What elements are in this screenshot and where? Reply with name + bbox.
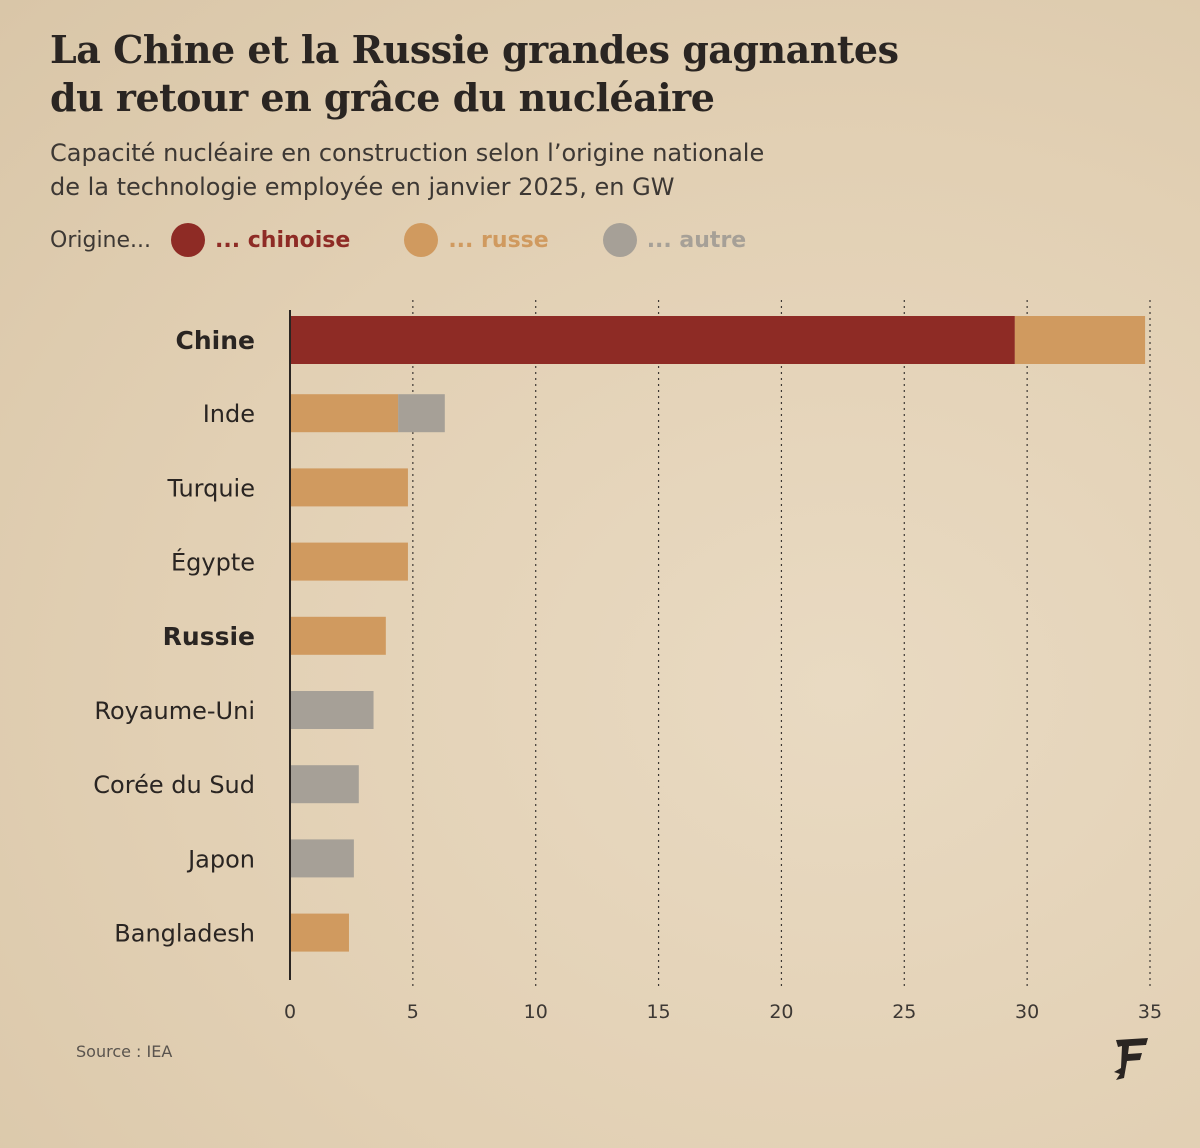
category-label: Égypte (171, 548, 255, 577)
category-label: Royaume-Uni (94, 697, 255, 725)
x-tick-label: 30 (1015, 1001, 1039, 1023)
x-tick-label: 25 (892, 1001, 916, 1023)
bar-chine-seg-1 (1014, 316, 1146, 364)
category-label: Japon (186, 845, 255, 873)
chart-subtitle: Capacité nucléaire en construction selon… (50, 136, 1150, 204)
x-tick-label: 20 (769, 1001, 793, 1023)
chart-title: La Chine et la Russie grandes gagnantes … (50, 26, 1150, 122)
x-tick-label: 15 (646, 1001, 670, 1023)
subtitle-line-2: de la technologie employée en janvier 20… (50, 173, 675, 201)
title-line-1: La Chine et la Russie grandes gagnantes (50, 27, 899, 72)
x-tick-label: 0 (284, 1001, 296, 1023)
subtitle-line-1: Capacité nucléaire en construction selon… (50, 139, 765, 167)
x-tick-label: 35 (1138, 1001, 1162, 1023)
category-label: Inde (203, 400, 255, 428)
legend-text-autre: ... autre (646, 227, 747, 253)
bar-royaume-uni-seg-2 (290, 691, 374, 729)
bar-inde-seg-1 (290, 394, 399, 433)
bar-japon-seg-2 (290, 839, 354, 878)
bar-inde-seg-2 (398, 394, 445, 433)
source-note: Source : IEA (76, 1042, 173, 1061)
legend-item-autre: ... autre (602, 223, 747, 257)
bar-chine-seg-0 (290, 316, 1015, 364)
legend-text-chinoise: ... chinoise (215, 227, 351, 253)
category-label: Chine (176, 326, 255, 355)
legend-item-russe: ... russe (404, 223, 549, 257)
title-line-2: du retour en grâce du nucléaire (50, 75, 715, 120)
legend: Origine... ... chinoise ... russe ... au… (50, 222, 800, 258)
le-figaro-logo (1114, 1038, 1148, 1080)
x-tick-label: 5 (407, 1001, 419, 1023)
category-label: Corée du Sud (93, 771, 255, 799)
bar-turquie-seg-1 (290, 468, 408, 507)
bar--gypte-seg-1 (290, 542, 408, 581)
category-label: Bangladesh (114, 920, 255, 948)
x-tick-label: 10 (524, 1001, 548, 1023)
category-label: Turquie (166, 474, 255, 502)
legend-text-russe: ... russe (448, 227, 549, 253)
legend-swatch-chinoise (171, 223, 206, 257)
bar-russie-seg-1 (290, 616, 386, 655)
bar-cor-e-du-sud-seg-2 (290, 765, 359, 804)
legend-swatch-russe (404, 223, 439, 257)
bar-bangladesh-seg-1 (290, 913, 349, 952)
legend-swatch-autre (602, 223, 637, 257)
legend-item-chinoise: ... chinoise (171, 223, 350, 257)
category-label: Russie (163, 622, 255, 651)
legend-label: Origine... (50, 227, 152, 253)
